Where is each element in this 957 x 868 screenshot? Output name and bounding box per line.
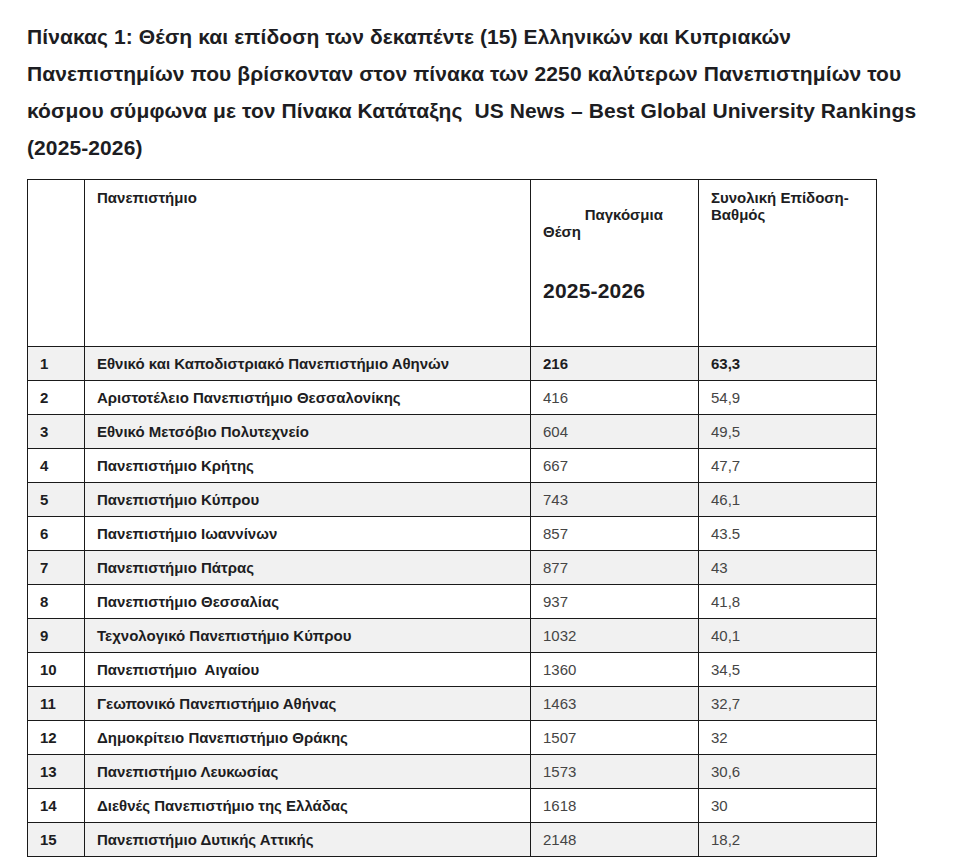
- university-cell: Πανεπιστήμιο Δυτικής Αττικής: [85, 823, 531, 857]
- rank-cell: 12: [28, 721, 85, 755]
- global-rank-cell: 857: [531, 517, 699, 551]
- global-rank-cell: 667: [531, 449, 699, 483]
- global-rank-cell: 1032: [531, 619, 699, 653]
- score-cell: 30,6: [699, 755, 877, 789]
- score-cell: 46,1: [699, 483, 877, 517]
- global-rank-cell: 1463: [531, 687, 699, 721]
- header-row: Πανεπιστήμιο Παγκόσμια Θέση 2025-2026 Συ…: [28, 180, 877, 347]
- university-cell: Πανεπιστήμιο Κύπρου: [85, 483, 531, 517]
- table-row: 12 Δημοκρίτειο Πανεπιστήμιο Θράκης 1507 …: [28, 721, 877, 755]
- university-cell: Πανεπιστήμιο Θεσσαλίας: [85, 585, 531, 619]
- university-cell: Πανεπιστήμιο Λευκωσίας: [85, 755, 531, 789]
- table-row: 1 Εθνικό και Καποδιστριακό Πανεπιστήμιο …: [28, 347, 877, 381]
- table-row: 5 Πανεπιστήμιο Κύπρου 743 46,1: [28, 483, 877, 517]
- global-rank-label: Παγκόσμια Θέση: [543, 206, 667, 240]
- university-cell: Πανεπιστήμιο Πάτρας: [85, 551, 531, 585]
- global-rank-cell: 216: [531, 347, 699, 381]
- rankings-table: Πανεπιστήμιο Παγκόσμια Θέση 2025-2026 Συ…: [27, 179, 877, 857]
- table-row: 3 Εθνικό Μετσόβιο Πολυτεχνείο 604 49,5: [28, 415, 877, 449]
- global-rank-cell: 743: [531, 483, 699, 517]
- global-rank-cell: 877: [531, 551, 699, 585]
- page-title: Πίνακας 1: Θέση και επίδοση των δεκαπέντ…: [27, 18, 933, 166]
- university-cell: Δημοκρίτειο Πανεπιστήμιο Θράκης: [85, 721, 531, 755]
- rank-cell: 9: [28, 619, 85, 653]
- rank-cell: 5: [28, 483, 85, 517]
- table-row: 4 Πανεπιστήμιο Κρήτης 667 47,7: [28, 449, 877, 483]
- score-cell: 41,8: [699, 585, 877, 619]
- university-cell: Τεχνολογικό Πανεπιστήμιο Κύπρου: [85, 619, 531, 653]
- score-cell: 30: [699, 789, 877, 823]
- global-rank-cell: 604: [531, 415, 699, 449]
- global-rank-cell: 416: [531, 381, 699, 415]
- university-cell: Αριστοτέλειο Πανεπιστήμιο Θεσσαλονίκης: [85, 381, 531, 415]
- global-rank-cell: 1573: [531, 755, 699, 789]
- table-row: 8 Πανεπιστήμιο Θεσσαλίας 937 41,8: [28, 585, 877, 619]
- table-row: 2 Αριστοτέλειο Πανεπιστήμιο Θεσσαλονίκης…: [28, 381, 877, 415]
- rank-cell: 14: [28, 789, 85, 823]
- score-cell: 34,5: [699, 653, 877, 687]
- score-cell: 49,5: [699, 415, 877, 449]
- university-cell: Πανεπιστήμιο Ιωαννίνων: [85, 517, 531, 551]
- university-cell: Γεωπονικό Πανεπιστήμιο Αθήνας: [85, 687, 531, 721]
- rank-cell: 3: [28, 415, 85, 449]
- university-cell: Διεθνές Πανεπιστήμιο της Ελλάδας: [85, 789, 531, 823]
- university-cell: Εθνικό Μετσόβιο Πολυτεχνείο: [85, 415, 531, 449]
- score-cell: 43: [699, 551, 877, 585]
- score-cell: 43.5: [699, 517, 877, 551]
- university-cell: Πανεπιστήμιο Κρήτης: [85, 449, 531, 483]
- table-row: 13 Πανεπιστήμιο Λευκωσίας 1573 30,6: [28, 755, 877, 789]
- university-cell: Πανεπιστήμιο Αιγαίου: [85, 653, 531, 687]
- table-row: 15 Πανεπιστήμιο Δυτικής Αττικής 2148 18,…: [28, 823, 877, 857]
- global-rank-period: 2025-2026: [543, 279, 686, 303]
- header-cell-index: [28, 180, 85, 347]
- global-rank-cell: 1618: [531, 789, 699, 823]
- table-row: 11 Γεωπονικό Πανεπιστήμιο Αθήνας 1463 32…: [28, 687, 877, 721]
- table-row: 6 Πανεπιστήμιο Ιωαννίνων 857 43.5: [28, 517, 877, 551]
- score-cell: 47,7: [699, 449, 877, 483]
- header-cell-university: Πανεπιστήμιο: [85, 180, 531, 347]
- rank-cell: 13: [28, 755, 85, 789]
- rank-cell: 15: [28, 823, 85, 857]
- table-body: 1 Εθνικό και Καποδιστριακό Πανεπιστήμιο …: [28, 347, 877, 857]
- rank-cell: 10: [28, 653, 85, 687]
- rank-cell: 7: [28, 551, 85, 585]
- rank-cell: 11: [28, 687, 85, 721]
- table-row: 10 Πανεπιστήμιο Αιγαίου 1360 34,5: [28, 653, 877, 687]
- table-row: 7 Πανεπιστήμιο Πάτρας 877 43: [28, 551, 877, 585]
- global-rank-cell: 2148: [531, 823, 699, 857]
- page: Πίνακας 1: Θέση και επίδοση των δεκαπέντ…: [0, 0, 957, 868]
- global-rank-cell: 1360: [531, 653, 699, 687]
- university-cell: Εθνικό και Καποδιστριακό Πανεπιστήμιο Αθ…: [85, 347, 531, 381]
- table-row: 9 Τεχνολογικό Πανεπιστήμιο Κύπρου 1032 4…: [28, 619, 877, 653]
- score-cell: 54,9: [699, 381, 877, 415]
- rank-cell: 2: [28, 381, 85, 415]
- rank-cell: 4: [28, 449, 85, 483]
- header-cell-global-rank: Παγκόσμια Θέση 2025-2026: [531, 180, 699, 347]
- global-rank-cell: 1507: [531, 721, 699, 755]
- rank-cell: 8: [28, 585, 85, 619]
- score-cell: 18,2: [699, 823, 877, 857]
- global-rank-cell: 937: [531, 585, 699, 619]
- rank-cell: 1: [28, 347, 85, 381]
- header-cell-score: Συνολική Επίδοση-Βαθμός: [699, 180, 877, 347]
- table-row: 14 Διεθνές Πανεπιστήμιο της Ελλάδας 1618…: [28, 789, 877, 823]
- score-cell: 63,3: [699, 347, 877, 381]
- score-cell: 40,1: [699, 619, 877, 653]
- rank-cell: 6: [28, 517, 85, 551]
- score-cell: 32: [699, 721, 877, 755]
- score-cell: 32,7: [699, 687, 877, 721]
